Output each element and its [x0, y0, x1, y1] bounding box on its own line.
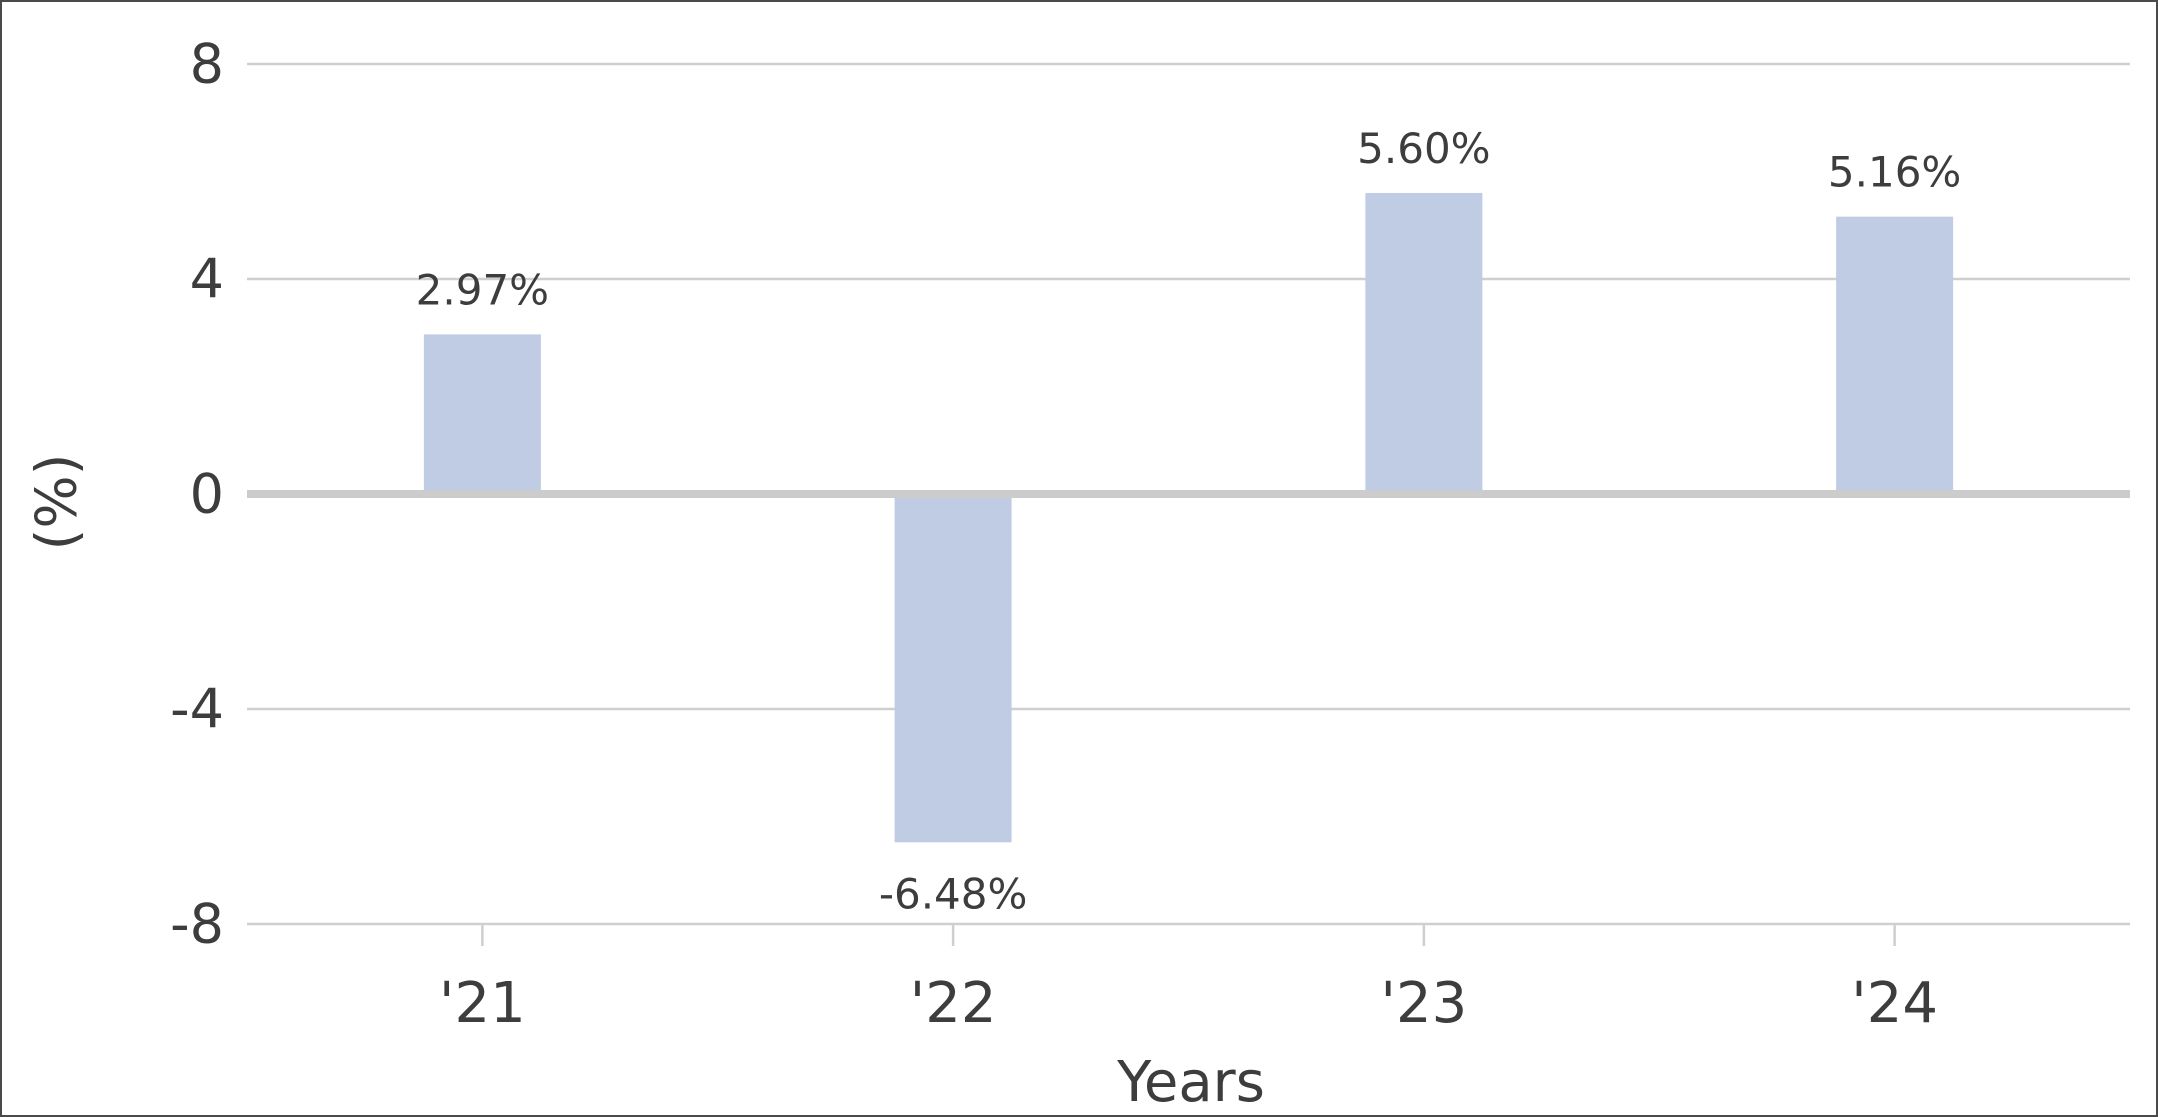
y-tick-label: -4 [170, 678, 224, 741]
y-tick-label: 4 [190, 248, 224, 311]
data-labels: 2.97% -6.48% 5.60% 5.16% [416, 124, 1962, 918]
data-label: 2.97% [416, 265, 549, 314]
y-tick-label: -8 [170, 893, 224, 956]
data-label: 5.60% [1357, 124, 1490, 173]
bars [423, 193, 1954, 843]
gridlines: 8 4 0 -4 -8 [170, 33, 2130, 956]
y-axis-title: (%) [25, 454, 90, 551]
x-tick-label: '22 [910, 971, 997, 1036]
x-tick-label: '21 [439, 971, 526, 1036]
bar [1365, 193, 1483, 494]
data-label: 5.16% [1828, 148, 1961, 197]
data-label: -6.48% [879, 869, 1028, 918]
y-tick-label: 0 [190, 463, 224, 526]
bar [1836, 216, 1954, 494]
x-axis-ticks: '21 '22 '23 '24 [439, 924, 1938, 1036]
bar [894, 494, 1012, 843]
x-tick-label: '24 [1851, 971, 1938, 1036]
y-tick-label: 8 [190, 33, 224, 96]
bar [423, 334, 541, 494]
x-axis-title: Years [1116, 1050, 1265, 1115]
x-tick-label: '23 [1381, 971, 1468, 1036]
